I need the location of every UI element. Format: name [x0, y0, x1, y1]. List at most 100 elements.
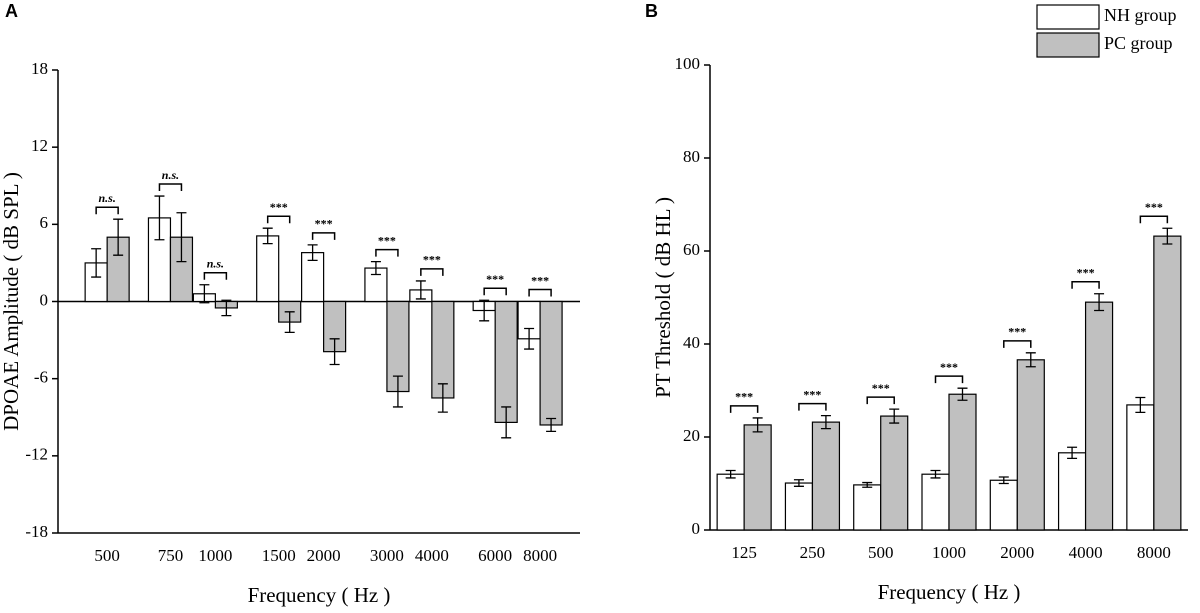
error-bar — [392, 375, 403, 408]
bar — [1057, 452, 1087, 531]
x-tick-label: 1000 — [932, 543, 966, 562]
x-tick-label: 4000 — [1069, 543, 1103, 562]
y-tick-label: 100 — [675, 54, 701, 73]
x-tick-label: 6000 — [478, 546, 512, 565]
y-tick-label: -18 — [25, 522, 48, 541]
significance-label: n.s. — [98, 191, 115, 205]
error-bar — [284, 311, 295, 334]
x-tick-label: 500 — [94, 546, 120, 565]
error-bar — [1162, 227, 1173, 245]
y-tick-label: 6 — [40, 213, 49, 232]
x-tick-label: 2000 — [1000, 543, 1034, 562]
significance-label: *** — [423, 253, 441, 267]
significance-bracket — [483, 287, 507, 296]
significance-label: *** — [735, 390, 753, 404]
y-tick-label: -6 — [34, 368, 48, 387]
significance-label: *** — [1145, 200, 1163, 214]
y-tick-label: 80 — [683, 147, 700, 166]
bar — [989, 479, 1018, 531]
panel-label: A — [5, 1, 18, 21]
legend-label: PC group — [1104, 33, 1173, 53]
bar — [743, 424, 772, 531]
x-tick-label: 250 — [800, 543, 826, 562]
error-bar — [176, 212, 187, 263]
error-bar — [957, 387, 968, 401]
error-bar — [113, 218, 124, 256]
significance-label: *** — [378, 233, 396, 247]
significance-label: *** — [486, 272, 504, 286]
error-bar — [752, 417, 763, 433]
bar — [1016, 359, 1045, 531]
significance-bracket — [866, 396, 895, 405]
y-tick-label: -12 — [25, 445, 48, 464]
y-tick-label: 0 — [40, 290, 49, 309]
x-axis-title: Frequency ( Hz ) — [248, 583, 391, 607]
significance-bracket — [934, 375, 964, 384]
bar — [921, 473, 950, 531]
error-bar — [437, 383, 448, 413]
error-bar — [370, 260, 381, 276]
significance-bracket — [203, 272, 228, 280]
bar — [1126, 404, 1155, 531]
error-bar — [1135, 396, 1146, 414]
x-tick-label: 750 — [158, 546, 184, 565]
significance-label: n.s. — [207, 257, 224, 271]
significance-bracket — [311, 232, 336, 240]
error-bar — [91, 248, 102, 278]
bar — [880, 415, 909, 531]
significance-bracket — [729, 405, 759, 413]
bar — [539, 300, 563, 426]
error-bar — [1094, 293, 1105, 312]
significance-label: *** — [940, 360, 958, 374]
error-bar — [199, 284, 210, 304]
error-bar — [725, 469, 736, 479]
error-bar — [415, 280, 426, 300]
error-bar — [998, 476, 1009, 485]
y-tick-label: 60 — [683, 240, 700, 259]
significance-label: *** — [531, 273, 549, 287]
significance-label: *** — [1077, 266, 1095, 280]
error-bar — [154, 195, 165, 241]
legend-swatch — [1036, 32, 1100, 58]
y-tick-label: 0 — [692, 519, 701, 538]
error-bar — [501, 406, 512, 439]
significance-bracket — [798, 402, 827, 411]
error-bar — [820, 414, 831, 430]
error-bar — [479, 299, 490, 322]
significance-bracket — [375, 248, 399, 257]
bar — [784, 482, 814, 531]
x-tick-label: 2000 — [307, 546, 341, 565]
bar — [948, 393, 977, 531]
error-bar — [262, 227, 273, 245]
error-bar — [1067, 446, 1078, 460]
significance-label: *** — [270, 200, 288, 214]
significance-bracket — [266, 215, 291, 224]
legend-swatch — [1036, 4, 1100, 30]
significance-bracket — [1071, 281, 1100, 289]
error-bar — [889, 408, 900, 424]
error-bar — [221, 299, 232, 317]
error-bar — [546, 417, 557, 433]
y-tick-label: 18 — [31, 59, 48, 78]
x-tick-label: 3000 — [370, 546, 404, 565]
significance-label: *** — [1008, 325, 1026, 339]
error-bar — [793, 479, 804, 487]
x-tick-label: 4000 — [415, 546, 449, 565]
y-axis-title: DPOAE Amplitude ( dB SPL ) — [0, 172, 23, 431]
bar — [256, 235, 280, 303]
significance-bracket — [95, 206, 119, 215]
y-tick-label: 12 — [31, 136, 48, 155]
error-bar — [524, 327, 535, 350]
significance-bracket — [420, 268, 444, 276]
y-tick-label: 20 — [683, 426, 700, 445]
x-tick-label: 1000 — [198, 546, 232, 565]
legend-label: NH group — [1104, 5, 1177, 25]
significance-bracket — [1139, 215, 1169, 224]
x-tick-label: 500 — [868, 543, 894, 562]
bar — [494, 300, 518, 423]
bar — [811, 421, 841, 531]
bar — [716, 473, 745, 531]
significance-label: *** — [872, 381, 890, 395]
significance-bracket — [1003, 340, 1032, 348]
significance-label: *** — [315, 217, 333, 231]
